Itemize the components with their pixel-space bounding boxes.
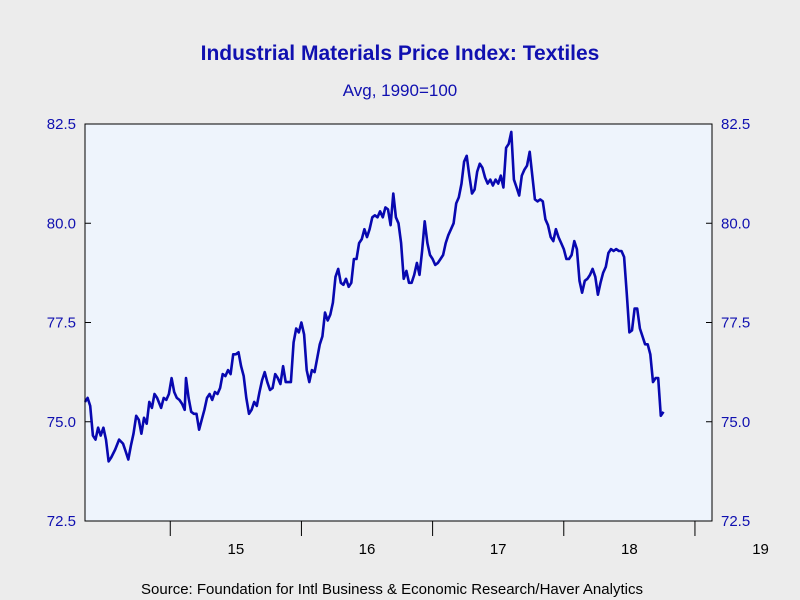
y-axis-left: 72.5 75.0 77.5 80.0 82.5 [47, 116, 91, 530]
plot-area [85, 124, 712, 521]
x-axis: 15 16 17 18 19 [169, 521, 769, 558]
y-tick-label-right: 75.0 [721, 414, 750, 431]
series-line [83, 130, 665, 463]
plot-border [84, 123, 713, 522]
y-tick-label-right: 82.5 [721, 116, 750, 133]
source-note: Source: Foundation for Intl Business & E… [141, 581, 643, 598]
y-tick-label-right: 72.5 [721, 513, 750, 530]
x-tick-label: 15 [228, 541, 245, 558]
y-tick-label-left: 80.0 [47, 215, 76, 232]
y-tick-label-left: 72.5 [47, 513, 76, 530]
x-tick-label: 19 [752, 541, 769, 558]
chart-subtitle: Avg, 1990=100 [343, 81, 458, 100]
chart-title: Industrial Materials Price Index: Textil… [201, 42, 600, 65]
x-tick-label: 18 [621, 541, 638, 558]
y-tick-label-right: 80.0 [721, 215, 750, 232]
x-tick-label: 16 [359, 541, 376, 558]
y-tick-label-left: 75.0 [47, 414, 76, 431]
y-tick-label-left: 77.5 [47, 315, 76, 332]
y-tick-label-right: 77.5 [721, 315, 750, 332]
x-tick-label: 17 [490, 541, 507, 558]
y-axis-right: 72.5 75.0 77.5 80.0 82.5 [706, 116, 750, 530]
y-tick-label-left: 82.5 [47, 116, 76, 133]
